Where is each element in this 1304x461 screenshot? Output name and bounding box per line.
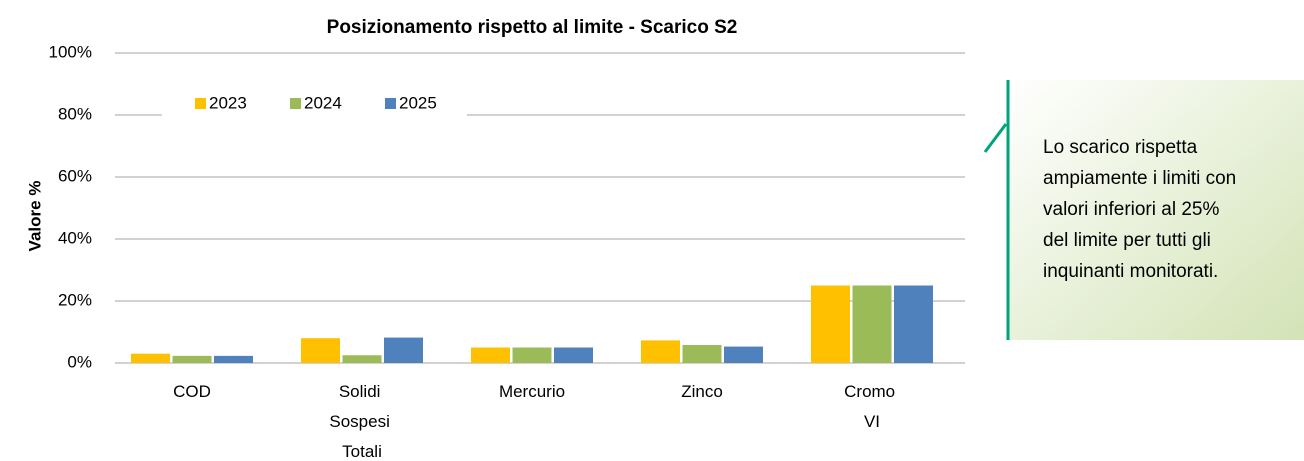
bar — [471, 347, 510, 363]
y-tick-label: 40% — [58, 228, 92, 247]
callout-text: Lo scarico rispetta — [1043, 137, 1198, 158]
y-tick-label: 80% — [58, 104, 92, 123]
bar — [172, 355, 212, 363]
y-tick-label: 100% — [49, 42, 92, 61]
x-tick-label: Zinco — [681, 382, 723, 401]
bar — [852, 285, 892, 363]
legend-background — [162, 90, 467, 120]
callout-pointer — [983, 123, 1008, 153]
x-tick-label: COD — [173, 382, 211, 401]
bar — [894, 285, 933, 363]
bar — [682, 345, 722, 363]
bar — [554, 347, 593, 363]
x-tick-label: Solidi Sospesi Totali — [329, 382, 394, 461]
legend-label: 2024 — [304, 93, 342, 112]
bar — [214, 355, 253, 363]
bar — [512, 347, 552, 363]
callout-text: valori inferiori al 25% — [1043, 199, 1219, 220]
callout-box — [1008, 80, 1304, 340]
callout-text: del limite per tutti gli — [1043, 230, 1211, 251]
bar — [724, 346, 763, 363]
legend-label: 2023 — [209, 93, 247, 112]
chart-title: Posizionamento rispetto al limite - Scar… — [327, 17, 738, 38]
y-tick-label: 0% — [67, 352, 92, 371]
callout-text: inquinanti monitorati. — [1043, 261, 1218, 282]
bar — [641, 340, 680, 363]
y-tick-label: 60% — [58, 166, 92, 185]
y-axis-label: Valore % — [25, 181, 44, 252]
legend-swatch — [385, 98, 396, 109]
legend-label: 2025 — [399, 93, 437, 112]
x-tick-label: Mercurio — [499, 382, 565, 401]
x-tick-label: Cromo VI — [844, 382, 900, 431]
bar — [811, 285, 850, 363]
bar — [131, 353, 170, 363]
y-tick-label: 20% — [58, 290, 92, 309]
legend-swatch — [195, 98, 206, 109]
bar — [384, 337, 423, 363]
bar — [342, 355, 382, 363]
callout-text: ampiamente i limiti con — [1043, 168, 1236, 189]
bar — [301, 338, 340, 363]
legend-swatch — [290, 98, 301, 109]
